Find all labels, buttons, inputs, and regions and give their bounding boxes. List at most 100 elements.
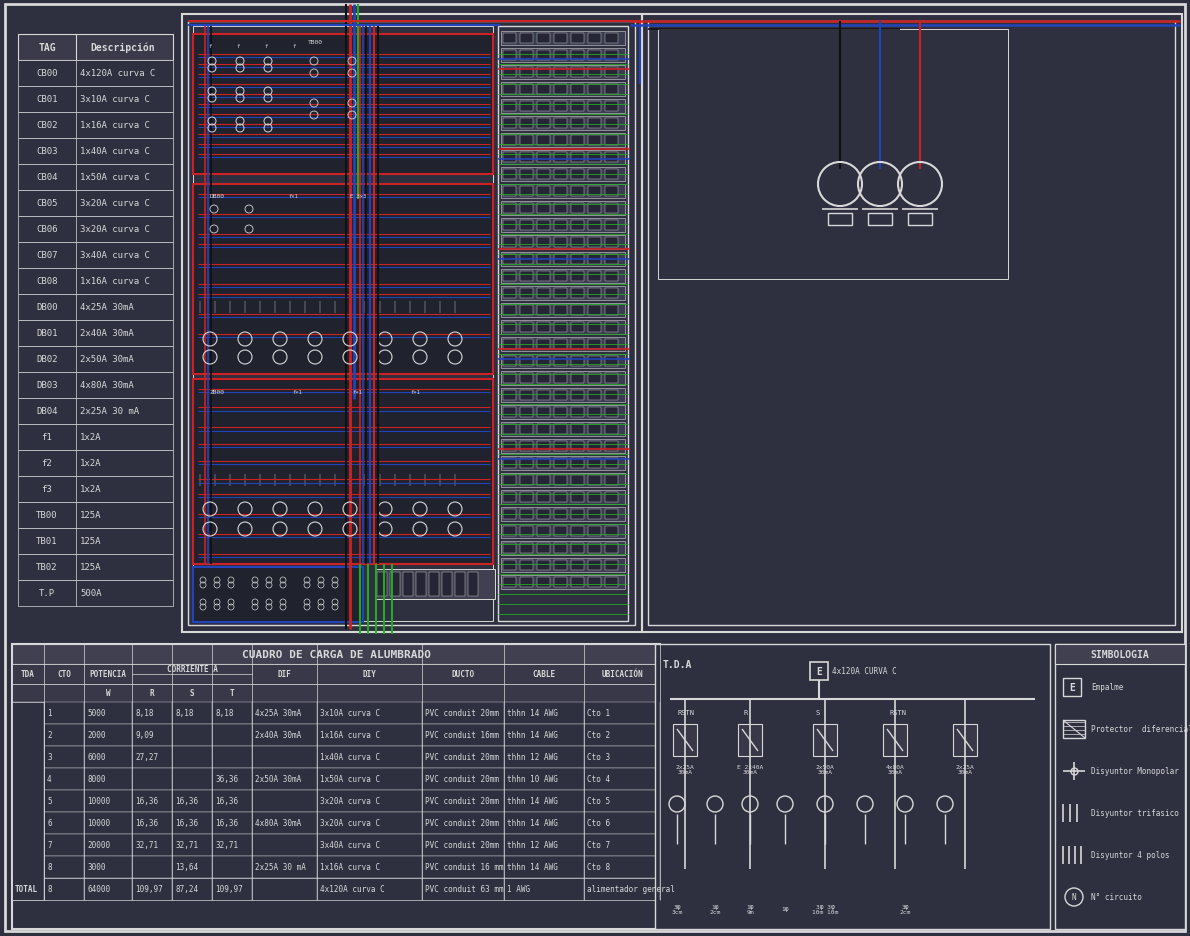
Text: f1: f1 [42, 433, 52, 442]
Bar [571, 561, 584, 570]
Bar [555, 425, 566, 434]
Text: 8,18: 8,18 [134, 709, 154, 718]
Bar [503, 425, 516, 434]
Bar [234, 222, 263, 238]
Bar [503, 373, 516, 384]
Bar [520, 169, 533, 180]
Bar [196, 571, 242, 590]
Text: W: W [106, 689, 111, 697]
Bar [18, 373, 173, 399]
Bar [198, 42, 288, 167]
Bar [588, 442, 601, 451]
Bar [223, 254, 240, 268]
Bar [588, 34, 601, 44]
Bar [18, 242, 173, 269]
Bar [605, 578, 618, 588]
Text: DUCTO: DUCTO [451, 670, 475, 679]
Bar [520, 561, 533, 570]
Text: 1x16A curva C: 1x16A curva C [80, 277, 150, 286]
Bar [537, 306, 550, 315]
Bar [284, 192, 340, 222]
Bar [430, 573, 439, 596]
Text: 6: 6 [46, 819, 51, 827]
Bar [537, 169, 550, 180]
Bar [571, 288, 584, 299]
Bar [537, 357, 550, 367]
Bar [571, 578, 584, 588]
Text: E 2x40A
30mA: E 2x40A 30mA [737, 764, 763, 775]
Bar [12, 684, 660, 702]
Text: 8: 8 [46, 885, 51, 894]
Bar [182, 15, 641, 633]
Text: f: f [293, 44, 295, 50]
Bar [503, 459, 516, 469]
Bar [196, 593, 242, 611]
Bar [588, 357, 601, 367]
Bar [317, 595, 327, 609]
Bar [288, 254, 306, 268]
Bar [588, 51, 601, 61]
Text: f×1: f×1 [411, 390, 420, 395]
Bar [571, 306, 584, 315]
Bar [501, 541, 625, 555]
Bar [503, 323, 516, 332]
Bar [571, 492, 584, 503]
Text: 4x25A 30mA: 4x25A 30mA [80, 303, 133, 313]
Bar [12, 644, 660, 665]
Bar [18, 529, 173, 554]
Text: DIY: DIY [362, 670, 376, 679]
Bar [520, 102, 533, 112]
Text: CB01: CB01 [36, 95, 58, 105]
Bar [520, 323, 533, 332]
Text: TAG: TAG [38, 43, 56, 53]
Bar [503, 187, 516, 197]
Text: 3x20A curva C: 3x20A curva C [320, 819, 380, 827]
Bar [256, 80, 280, 104]
Text: 16,36: 16,36 [134, 819, 158, 827]
Bar [520, 407, 533, 417]
Bar [12, 790, 660, 812]
Bar [336, 51, 368, 84]
Bar [537, 51, 550, 61]
Bar [264, 574, 275, 588]
Bar [537, 271, 550, 282]
Text: Cto 2: Cto 2 [587, 731, 610, 739]
Text: 1x50A curva C: 1x50A curva C [320, 775, 380, 783]
Bar [501, 405, 625, 419]
Bar [520, 306, 533, 315]
Bar [571, 340, 584, 350]
Bar [605, 459, 618, 469]
Bar [605, 373, 618, 384]
Text: CABLE: CABLE [532, 670, 556, 679]
Bar [588, 68, 601, 78]
Text: TDA: TDA [21, 670, 35, 679]
Text: CUADRO DE CARGA DE ALUMBRADO: CUADRO DE CARGA DE ALUMBRADO [242, 650, 431, 659]
Bar [520, 68, 533, 78]
Bar [555, 288, 566, 299]
Text: 13,64: 13,64 [175, 863, 198, 871]
Bar [503, 561, 516, 570]
Bar [555, 169, 566, 180]
Text: R: R [150, 689, 155, 697]
Bar [212, 574, 223, 588]
Bar [18, 191, 173, 217]
Bar [588, 204, 601, 213]
Text: 2x50A
30mA: 2x50A 30mA [815, 764, 834, 775]
Text: 1x2A: 1x2A [80, 485, 101, 494]
Bar [503, 169, 516, 180]
Bar [250, 595, 261, 609]
Bar [198, 278, 483, 296]
Bar [212, 595, 223, 609]
Bar [300, 593, 345, 611]
Text: 4x80A 30mA: 4x80A 30mA [255, 819, 301, 827]
Bar [501, 117, 625, 131]
Text: 5000: 5000 [87, 709, 106, 718]
Text: 3000: 3000 [87, 863, 106, 871]
Text: 16,36: 16,36 [175, 797, 198, 806]
Bar [503, 578, 516, 588]
Bar [501, 576, 625, 590]
Text: 1x16A curva C: 1x16A curva C [80, 122, 150, 130]
Text: thhn 14 AWG: thhn 14 AWG [507, 797, 558, 806]
Bar [813, 724, 837, 756]
Text: 3x10A curva C: 3x10A curva C [320, 709, 380, 718]
